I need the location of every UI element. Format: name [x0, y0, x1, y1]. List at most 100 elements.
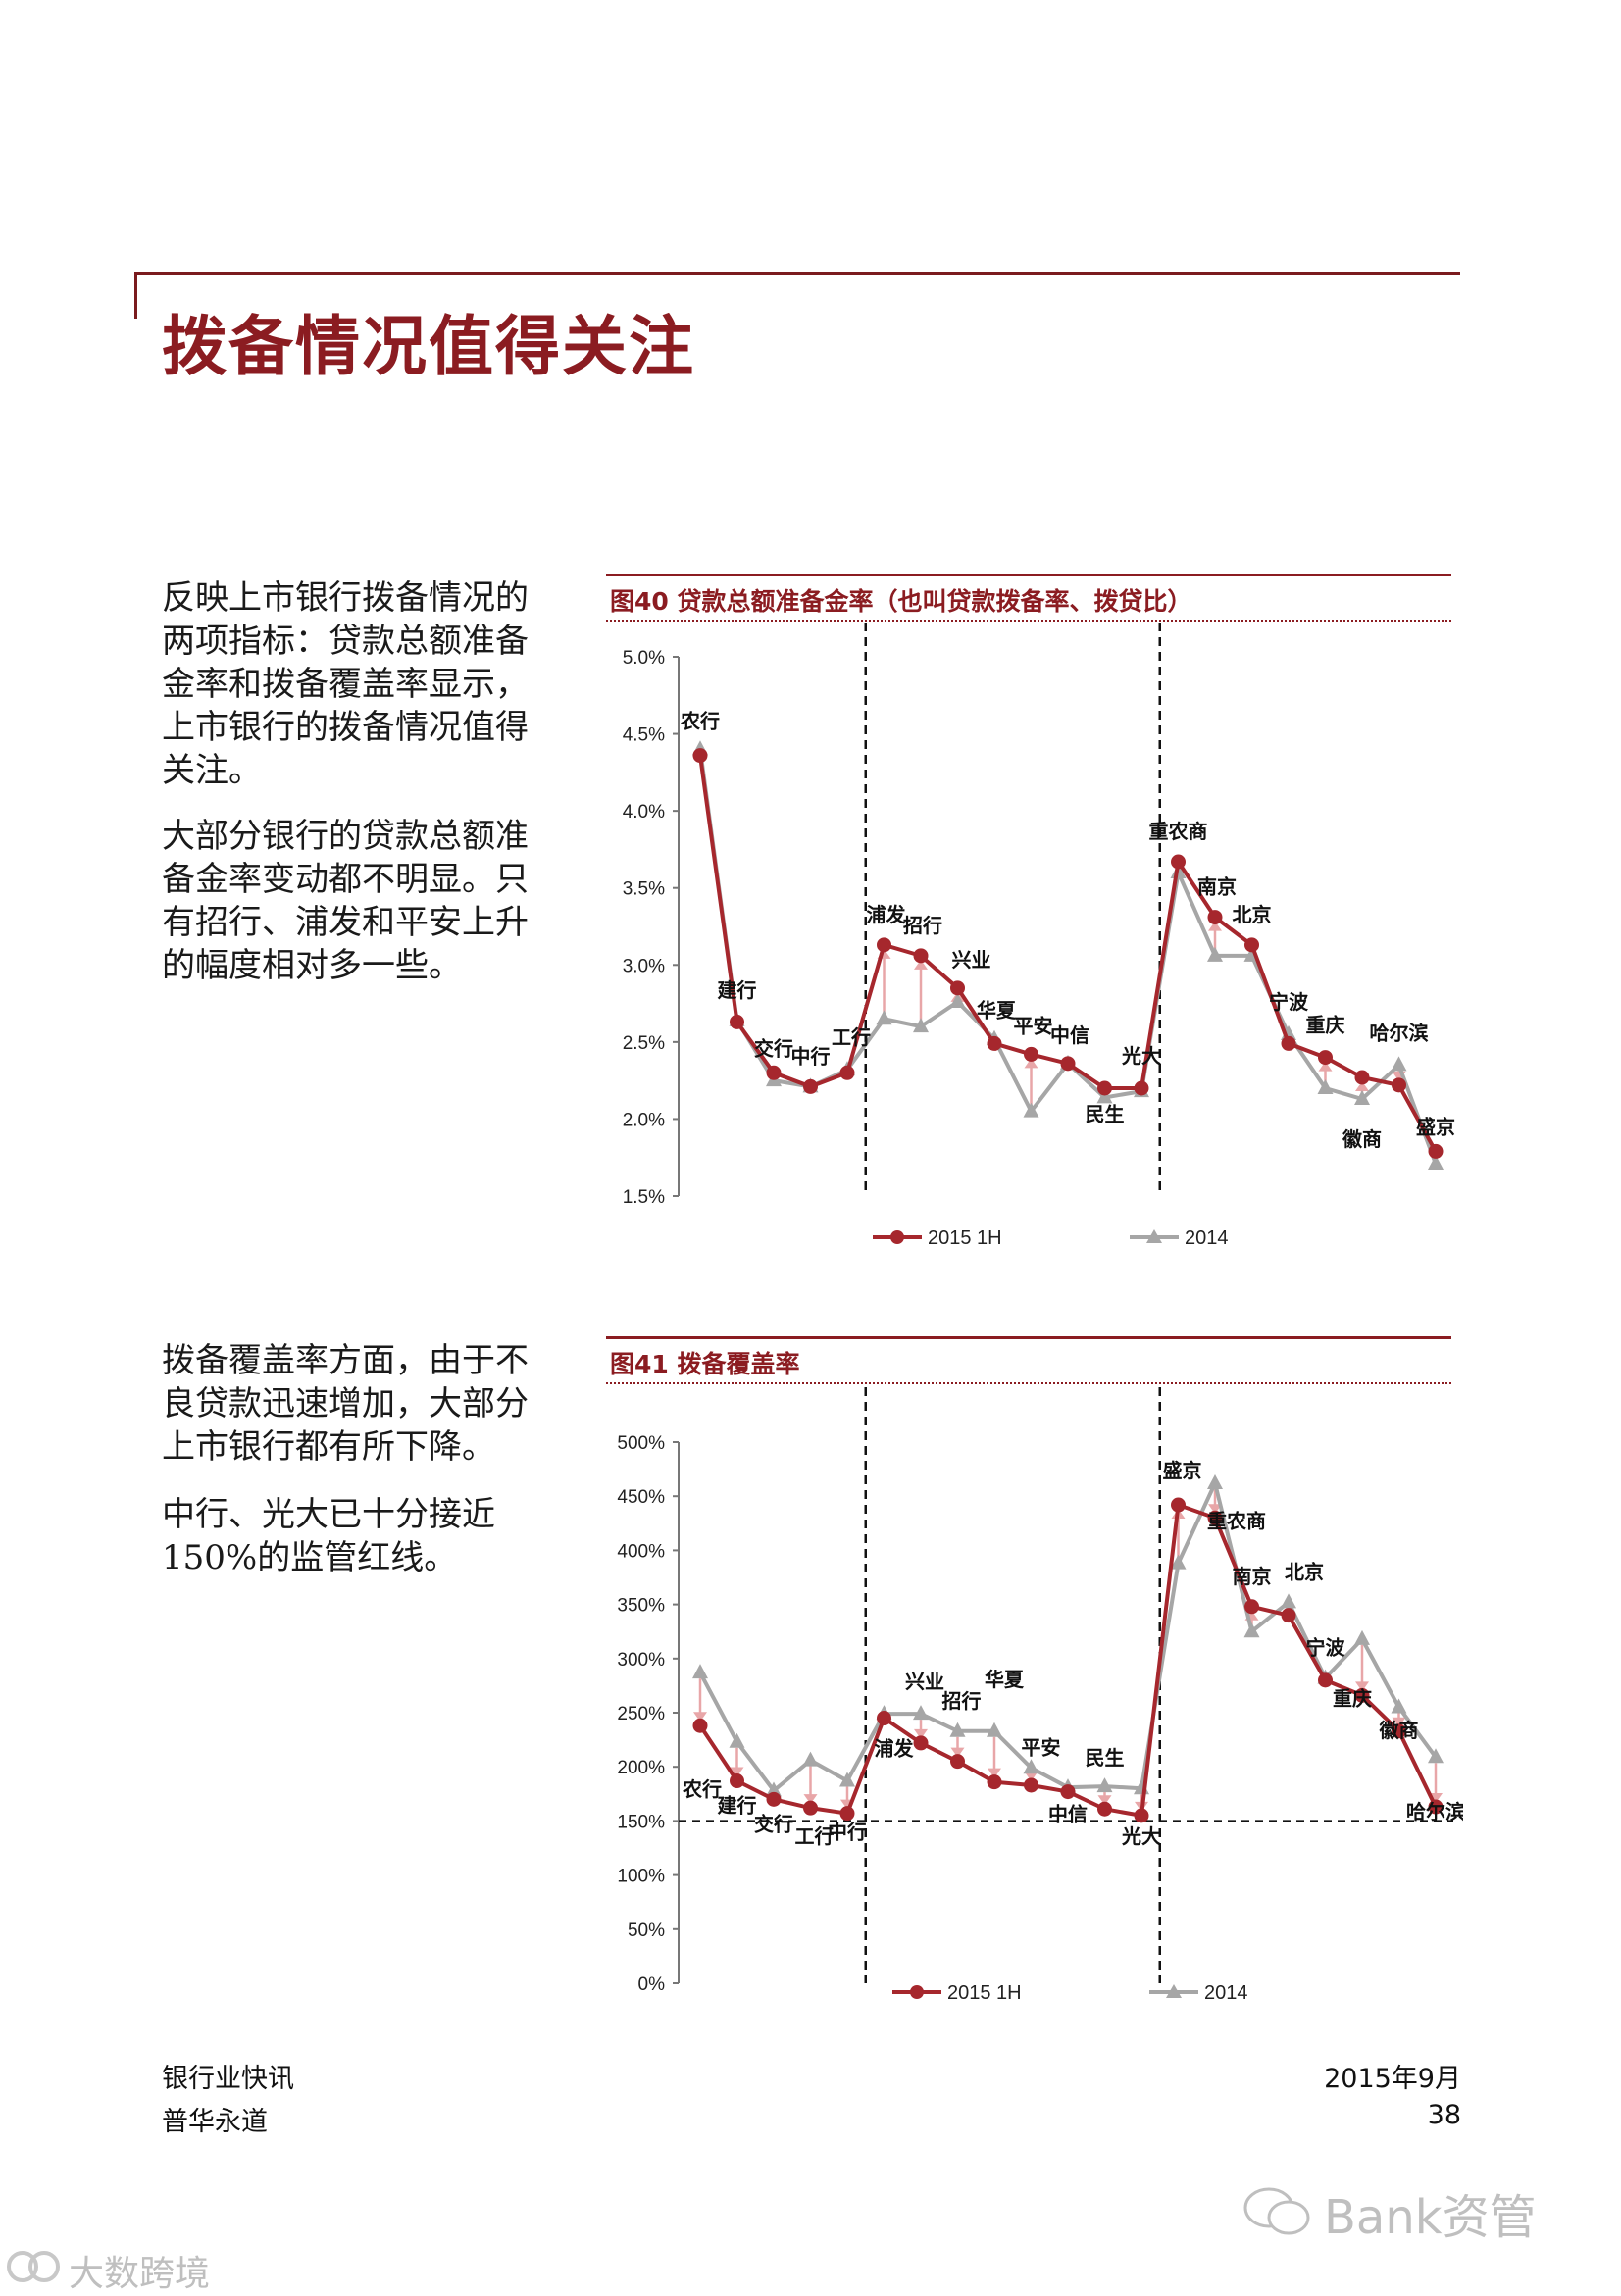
series-2014-point	[1281, 1593, 1296, 1609]
series-2014-point	[1428, 1155, 1444, 1170]
series-2014-point	[1317, 1079, 1334, 1094]
paragraph-4: 中行、光大已十分接近 150%的监管红线。	[162, 1493, 583, 1579]
legend-marker-2015	[910, 1985, 924, 1999]
bank-label: 浦发	[867, 903, 907, 926]
y-tick-label: 2.5%	[623, 1033, 665, 1054]
change-arrow-head	[1024, 1058, 1038, 1069]
paragraph-line: 大部分银行的贷款总额准	[162, 817, 529, 856]
y-tick-label: 250%	[617, 1704, 665, 1724]
series-2015-point	[730, 1014, 744, 1029]
y-tick-label: 3.5%	[623, 879, 665, 900]
series-2014-point	[766, 1781, 782, 1797]
bank-label: 民生	[1086, 1746, 1125, 1770]
bank-label: 宁波	[1306, 1636, 1346, 1660]
change-arrow-head	[1024, 1771, 1038, 1781]
series-2014-point	[876, 1010, 892, 1025]
change-arrow-head	[1208, 1504, 1222, 1515]
footer-publication: 银行业快讯	[162, 2064, 294, 2094]
series-2015-point	[730, 1773, 744, 1789]
series-2015-point	[692, 748, 708, 764]
series-2015-point	[1024, 1046, 1038, 1062]
page-title: 拨备情况值得关注	[162, 308, 695, 384]
bank-label: 重庆	[1333, 1686, 1372, 1710]
y-tick-label: 4.5%	[623, 725, 665, 746]
series-2015-point	[1428, 1143, 1444, 1159]
bank-label: 南京	[1197, 875, 1237, 899]
paragraph-line: 中行、光大已十分接近	[162, 1495, 495, 1534]
change-arrow-head	[950, 1747, 965, 1758]
paragraph-line: 上市银行都有所下降。	[162, 1427, 495, 1467]
paragraph-line: 关注。	[162, 751, 262, 790]
bank-label: 哈尔滨	[1406, 1800, 1463, 1823]
y-tick-label: 2.0%	[623, 1110, 665, 1130]
legend-label: 2014	[1185, 1227, 1229, 1249]
bank-label: 招行	[942, 1689, 982, 1713]
figure-40-divider	[606, 620, 1451, 622]
bank-label: 宁波	[1269, 990, 1309, 1014]
series-2015-point	[1097, 1801, 1112, 1817]
series-2015-point	[1207, 910, 1223, 925]
change-arrow-head	[730, 1767, 744, 1777]
footer-date: 2015年9月	[1324, 2064, 1461, 2094]
y-tick-label: 300%	[617, 1650, 665, 1671]
paragraph-line: 的幅度相对多一些。	[162, 946, 462, 985]
watermark-logo-icon	[5, 2247, 64, 2286]
series-2015-point	[1097, 1080, 1112, 1096]
paragraph-line: 反映上市银行拨备情况的	[162, 578, 529, 618]
change-arrow-head	[988, 1768, 1001, 1778]
paragraph-line: 拨备覆盖率方面，由于不	[162, 1341, 529, 1380]
figure-40-header: 图40 贷款总额准备金率（也叫贷款拨备率、拨贷比）	[606, 574, 1451, 622]
series-2015-point	[803, 1078, 818, 1094]
series-2014-point	[913, 1705, 929, 1721]
paragraph-3: 拨备覆盖率方面，由于不 良贷款迅速增加，大部分 上市银行都有所下降。	[162, 1339, 583, 1469]
series-2014-point	[839, 1772, 855, 1787]
figure-40-title: 图40 贷款总额准备金率（也叫贷款拨备率、拨贷比）	[610, 587, 1192, 616]
bank-label: 交行	[754, 1812, 793, 1835]
watermark-bank: Bank资管	[1324, 2190, 1537, 2245]
bank-label: 交行	[754, 1036, 793, 1060]
series-2014-point	[949, 993, 966, 1008]
bank-label: 北京	[1233, 903, 1272, 926]
series-2015-point	[1281, 1035, 1296, 1051]
series-2014-point	[1243, 1622, 1260, 1638]
series-2015-point	[950, 980, 965, 996]
series-2015-point	[803, 1800, 818, 1816]
series-2015-point	[1244, 937, 1259, 953]
bank-label: 中行	[828, 1821, 867, 1844]
change-arrow-head	[1097, 1795, 1112, 1806]
bank-label: 工行	[832, 1025, 871, 1049]
watermark-dashukuajing: 大数跨境	[69, 2254, 211, 2294]
series-2015-point	[1024, 1777, 1038, 1793]
bank-label: 哈尔滨	[1370, 1021, 1429, 1044]
series-2014-point	[1096, 1088, 1113, 1104]
y-tick-label: 4.0%	[623, 802, 665, 823]
bank-label: 徽商	[1379, 1719, 1419, 1742]
bank-label: 平安	[1014, 1014, 1053, 1037]
y-tick-label: 50%	[628, 1921, 665, 1941]
series-2015-point	[1171, 854, 1186, 870]
series-2014-point	[729, 1732, 745, 1748]
paragraph-2: 大部分银行的贷款总额准 备金率变动都不明显。只 有招行、浦发和平安上升 的幅度相对多一…	[162, 815, 583, 987]
series-2015-point	[1134, 1080, 1149, 1096]
bank-label: 工行	[795, 1824, 835, 1848]
wechat-icon	[1243, 2184, 1312, 2239]
legend-label: 2015 1H	[928, 1227, 1002, 1249]
series-2015-point	[1244, 1599, 1259, 1615]
bank-label: 光大	[1121, 1044, 1161, 1068]
bank-label: 浦发	[875, 1737, 915, 1761]
bank-label: 中信	[1048, 1803, 1088, 1826]
bank-label: 中行	[791, 1044, 831, 1068]
series-2015-point	[1354, 1687, 1370, 1703]
series-2015-point	[1060, 1056, 1076, 1072]
y-tick-label: 350%	[617, 1596, 665, 1617]
paragraph-line: 150%的监管红线。	[162, 1538, 458, 1577]
bank-label: 农行	[682, 1777, 722, 1801]
legend-label: 2014	[1204, 1982, 1248, 2004]
series-2015-point	[839, 1806, 855, 1822]
series-2015-point	[1134, 1808, 1149, 1823]
frame-left-line	[134, 272, 137, 319]
bank-label: 招行	[903, 914, 942, 937]
paragraph-line: 备金率变动都不明显。只	[162, 860, 529, 899]
series-2014-point	[1354, 1090, 1370, 1105]
bank-label: 农行	[680, 709, 720, 732]
